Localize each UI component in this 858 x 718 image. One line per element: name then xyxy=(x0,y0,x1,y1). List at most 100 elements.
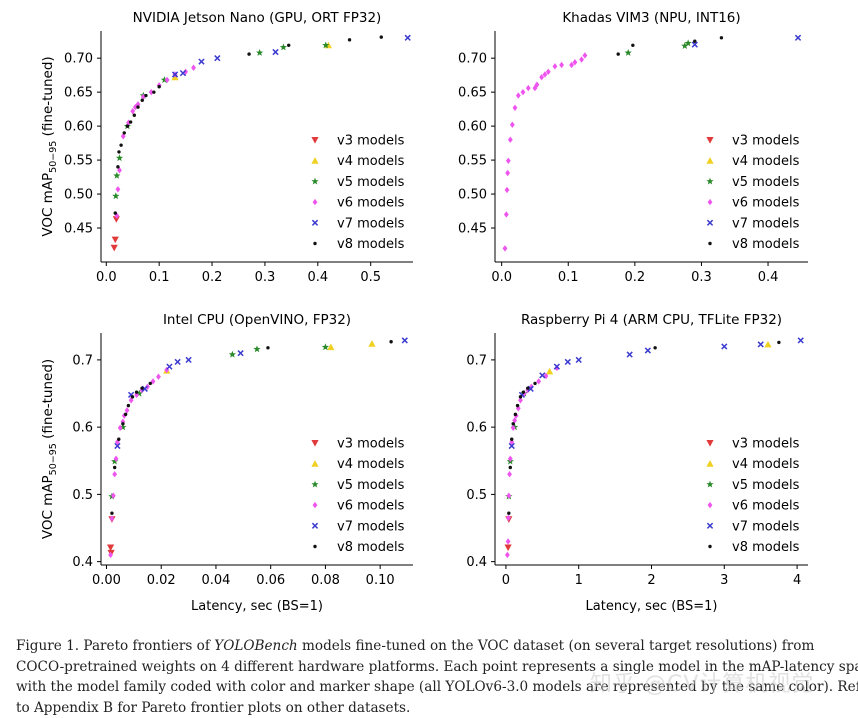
y-tick-label: 0.50 xyxy=(64,188,93,203)
legend-label-v5: v5 models xyxy=(337,175,405,190)
data-point-v8 xyxy=(653,346,656,349)
data-point-v6 xyxy=(579,56,584,62)
data-point-v8 xyxy=(693,39,696,42)
legend-label-v8: v8 models xyxy=(732,540,800,555)
data-point-v5 xyxy=(112,192,119,199)
data-point-v8 xyxy=(113,466,116,469)
legend-marker-v4 xyxy=(706,460,713,467)
chart-title: Raspberry Pi 4 (ARM CPU, TFLite FP32) xyxy=(521,312,782,328)
x-tick-label: 0 xyxy=(502,573,510,588)
data-point-v6 xyxy=(505,170,510,176)
legend-marker-v7 xyxy=(707,523,712,528)
data-point-v6 xyxy=(536,378,541,384)
y-tick-label: 0.50 xyxy=(458,188,487,203)
data-point-v7 xyxy=(199,59,204,64)
data-point-v8 xyxy=(510,438,513,441)
chart-title: NVIDIA Jetson Nano (GPU, ORT FP32) xyxy=(133,10,382,26)
data-point-v7 xyxy=(795,35,800,40)
legend-label-v6: v6 models xyxy=(337,196,405,211)
legend-marker-v4 xyxy=(311,460,318,467)
data-point-v5 xyxy=(253,345,260,352)
data-point-v7 xyxy=(167,364,172,369)
legend-marker-v6 xyxy=(313,502,318,508)
data-point-v6 xyxy=(505,187,510,193)
data-point-v6 xyxy=(165,77,170,83)
y-tick-label: 0.4 xyxy=(72,555,93,570)
data-point-v8 xyxy=(133,114,136,117)
data-point-v8 xyxy=(114,211,117,214)
data-point-v5 xyxy=(625,49,632,56)
data-point-v8 xyxy=(777,341,780,344)
data-point-v4 xyxy=(764,341,771,348)
x-tick-label: 0.3 xyxy=(255,270,276,285)
data-point-v8 xyxy=(519,395,522,398)
data-point-v7 xyxy=(798,338,803,343)
y-tick-label: 0.5 xyxy=(72,488,93,503)
data-point-v7 xyxy=(722,344,727,349)
caption-line1-pre: Pareto frontiers of xyxy=(83,638,210,654)
y-tick-label: 0.45 xyxy=(64,222,93,237)
data-point-v7 xyxy=(576,357,581,362)
data-point-v8 xyxy=(124,413,127,416)
data-point-v8 xyxy=(507,512,510,515)
legend-marker-v5 xyxy=(311,178,318,185)
legend-marker-v7 xyxy=(312,523,317,528)
y-tick-label: 0.65 xyxy=(458,86,487,101)
legend-label-v4: v4 models xyxy=(732,154,800,169)
data-point-v8 xyxy=(131,395,134,398)
data-point-v8 xyxy=(135,390,138,393)
data-point-v8 xyxy=(121,422,124,425)
y-tick-label: 0.70 xyxy=(64,52,93,67)
legend-marker-v5 xyxy=(706,481,713,488)
data-point-v7 xyxy=(273,49,278,54)
data-point-v8 xyxy=(509,466,512,469)
y-tick-label: 0.6 xyxy=(466,421,487,436)
legend-label-v4: v4 models xyxy=(337,457,405,472)
x-tick-label: 0.4 xyxy=(307,270,328,285)
data-point-v8 xyxy=(514,413,517,416)
data-point-v8 xyxy=(116,165,119,168)
legend-marker-v4 xyxy=(311,157,318,164)
legend-label-v3: v3 models xyxy=(732,437,800,452)
x-tick-label: 0.4 xyxy=(758,270,779,285)
y-tick-label: 0.7 xyxy=(72,353,93,368)
legend-label-v8: v8 models xyxy=(337,540,405,555)
x-tick-label: 0.3 xyxy=(691,270,712,285)
data-point-v3 xyxy=(111,245,118,252)
data-point-v8 xyxy=(117,150,120,153)
legend-marker-v3 xyxy=(706,137,713,144)
data-point-v5 xyxy=(116,154,123,161)
data-point-v6 xyxy=(510,122,515,128)
legend-label-v5: v5 models xyxy=(732,478,800,493)
watermark: 知乎 @CV计算机视觉 xyxy=(590,666,814,698)
y-tick-label: 0.6 xyxy=(72,421,93,436)
data-point-v4 xyxy=(546,368,553,375)
data-point-v6 xyxy=(191,64,196,70)
data-point-v7 xyxy=(565,359,570,364)
x-tick-label: 0.1 xyxy=(558,270,579,285)
chart-title: Khadas VIM3 (NPU, INT16) xyxy=(562,10,740,26)
caption-line-1: Figure 1. Pareto frontiers of YOLOBench … xyxy=(16,636,846,657)
x-tick-label: 0.04 xyxy=(201,573,230,588)
legend-marker-v8 xyxy=(313,242,316,245)
data-point-v6 xyxy=(513,105,518,111)
legend-label-v7: v7 models xyxy=(337,216,405,231)
data-point-v7 xyxy=(402,338,407,343)
x-tick-label: 1 xyxy=(575,573,583,588)
data-point-v8 xyxy=(617,52,620,55)
caption-label: Figure 1. xyxy=(16,638,79,654)
chart-title: Intel CPU (OpenVINO, FP32) xyxy=(163,312,351,328)
legend-marker-v8 xyxy=(708,545,711,548)
legend-label-v3: v3 models xyxy=(732,134,800,149)
data-point-v7 xyxy=(645,348,650,353)
data-point-v6 xyxy=(112,471,117,477)
data-point-v8 xyxy=(157,85,160,88)
data-point-v8 xyxy=(533,382,536,385)
legend-marker-v6 xyxy=(708,502,713,508)
y-tick-label: 0.60 xyxy=(458,120,487,135)
x-tick-label: 2 xyxy=(647,573,655,588)
data-point-v8 xyxy=(516,404,519,407)
data-point-v4 xyxy=(327,344,334,351)
data-point-v8 xyxy=(149,382,152,385)
